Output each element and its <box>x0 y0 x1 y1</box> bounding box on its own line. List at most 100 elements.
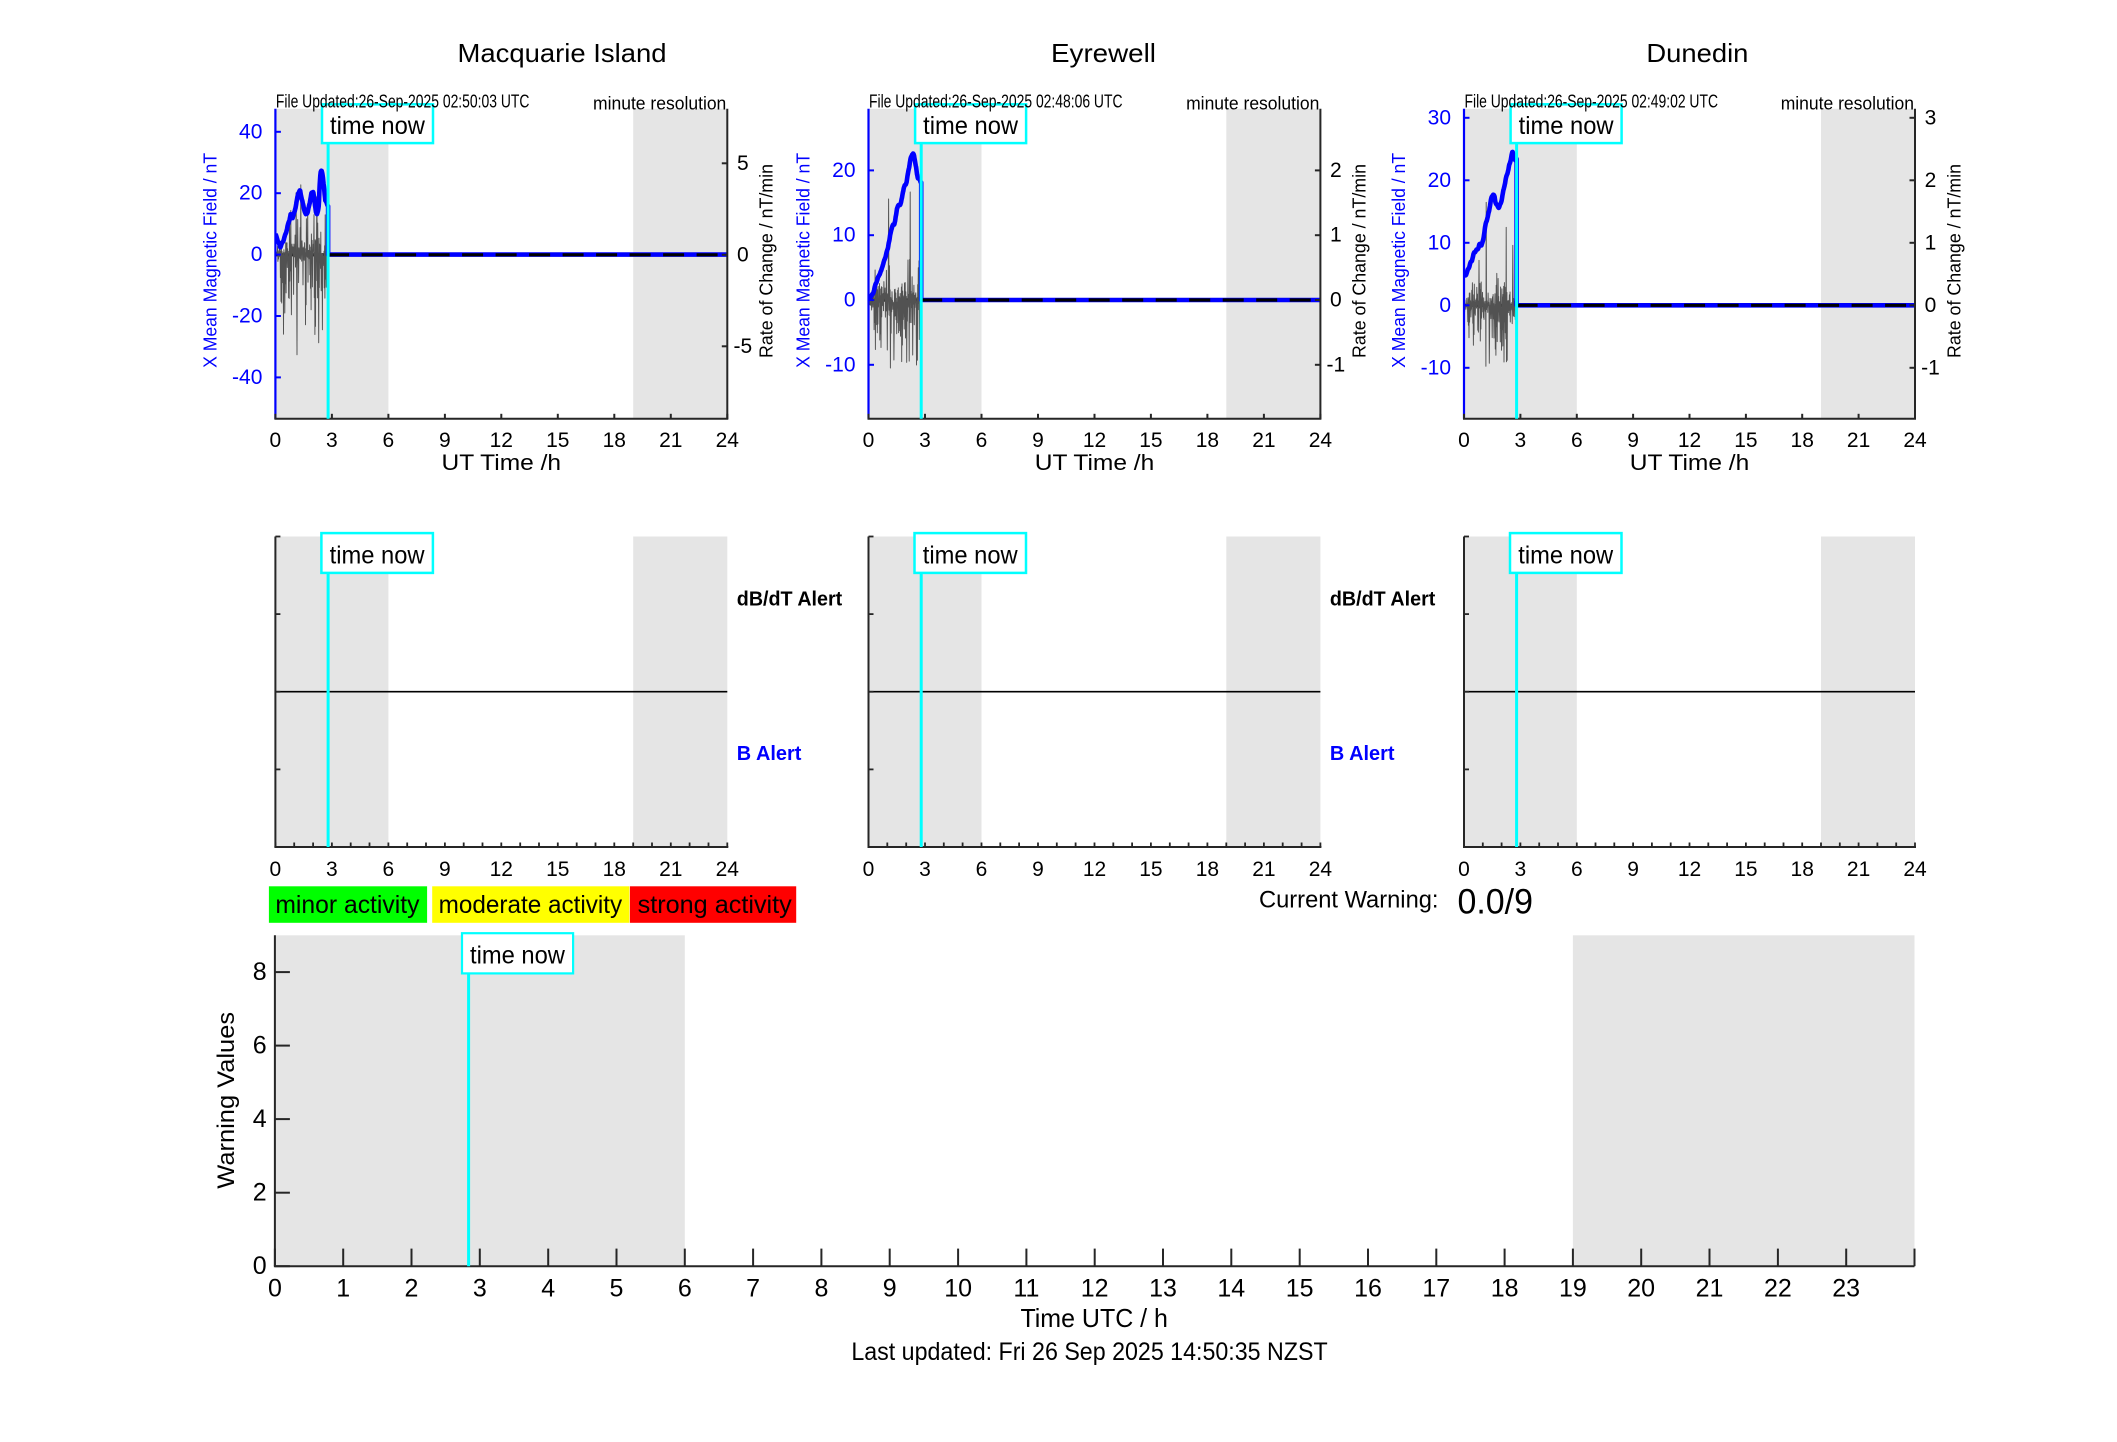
svg-text:X Mean Magnetic Field / nT: X Mean Magnetic Field / nT <box>794 153 814 368</box>
svg-text:4: 4 <box>541 1275 555 1303</box>
svg-text:21: 21 <box>1696 1275 1724 1303</box>
svg-text:21: 21 <box>659 429 682 452</box>
svg-text:minor activity: minor activity <box>275 891 420 919</box>
svg-text:18: 18 <box>1791 858 1814 881</box>
svg-text:3: 3 <box>1515 858 1527 881</box>
svg-text:time now: time now <box>1519 112 1615 140</box>
svg-text:3: 3 <box>326 429 338 452</box>
svg-text:dB/dT Alert: dB/dT Alert <box>737 588 843 610</box>
svg-text:15: 15 <box>546 858 569 881</box>
svg-text:15: 15 <box>1734 858 1757 881</box>
svg-text:8: 8 <box>814 1275 828 1303</box>
svg-text:File Updated:26-Sep-2025 02:49: File Updated:26-Sep-2025 02:49:02 UTC <box>1465 92 1719 112</box>
svg-text:0: 0 <box>737 243 749 266</box>
svg-text:-20: -20 <box>232 305 262 328</box>
svg-text:12: 12 <box>1678 858 1701 881</box>
svg-text:Rate of Change / nT/min: Rate of Change / nT/min <box>757 164 777 358</box>
svg-text:time now: time now <box>470 942 566 970</box>
svg-text:24: 24 <box>716 858 740 881</box>
svg-text:15: 15 <box>1139 429 1162 452</box>
svg-text:time now: time now <box>923 112 1019 140</box>
svg-text:Eyrewell: Eyrewell <box>1051 38 1156 68</box>
svg-text:1: 1 <box>1330 224 1342 247</box>
svg-text:X Mean Magnetic Field / nT: X Mean Magnetic Field / nT <box>201 153 221 368</box>
svg-text:-40: -40 <box>232 366 262 389</box>
svg-text:10: 10 <box>944 1275 972 1303</box>
svg-text:30: 30 <box>1428 106 1451 129</box>
svg-text:Rate of Change / nT/min: Rate of Change / nT/min <box>1350 164 1370 358</box>
svg-text:22: 22 <box>1764 1275 1792 1303</box>
svg-text:19: 19 <box>1559 1275 1587 1303</box>
svg-text:6: 6 <box>1571 858 1583 881</box>
svg-text:18: 18 <box>1791 429 1814 452</box>
svg-text:12: 12 <box>1083 858 1106 881</box>
svg-text:Last updated: Fri 26 Sep 2025: Last updated: Fri 26 Sep 2025 14:50:35 N… <box>851 1338 1327 1366</box>
svg-text:6: 6 <box>678 1275 692 1303</box>
svg-text:Rate of Change / nT/min: Rate of Change / nT/min <box>1944 164 1964 358</box>
svg-text:strong activity: strong activity <box>638 891 793 919</box>
svg-text:1: 1 <box>336 1275 350 1303</box>
svg-text:6: 6 <box>976 858 988 881</box>
svg-text:4: 4 <box>253 1105 267 1133</box>
svg-text:20: 20 <box>832 159 855 182</box>
svg-text:10: 10 <box>832 224 855 247</box>
svg-text:21: 21 <box>1847 858 1870 881</box>
svg-text:1: 1 <box>1925 231 1937 254</box>
svg-text:3: 3 <box>473 1275 487 1303</box>
svg-text:Macquarie Island: Macquarie Island <box>458 38 667 68</box>
svg-text:12: 12 <box>490 429 513 452</box>
svg-text:9: 9 <box>883 1275 897 1303</box>
svg-text:UT Time /h: UT Time /h <box>442 450 562 475</box>
svg-text:3: 3 <box>919 858 931 881</box>
svg-text:15: 15 <box>546 429 569 452</box>
svg-text:21: 21 <box>1252 429 1275 452</box>
svg-text:20: 20 <box>239 182 262 205</box>
svg-text:UT Time /h: UT Time /h <box>1035 450 1155 475</box>
svg-text:9: 9 <box>439 429 451 452</box>
svg-text:12: 12 <box>1678 429 1701 452</box>
svg-text:time now: time now <box>1518 542 1614 570</box>
svg-text:12: 12 <box>1083 429 1106 452</box>
svg-text:dB/dT Alert: dB/dT Alert <box>1330 588 1436 610</box>
svg-text:minute resolution: minute resolution <box>593 93 726 113</box>
svg-text:0: 0 <box>251 243 263 266</box>
svg-text:Warning Values: Warning Values <box>213 1012 240 1189</box>
svg-text:File Updated:26-Sep-2025 02:50: File Updated:26-Sep-2025 02:50:03 UTC <box>276 92 530 112</box>
svg-text:0: 0 <box>1925 294 1937 317</box>
svg-text:15: 15 <box>1139 858 1162 881</box>
svg-text:6: 6 <box>383 429 395 452</box>
svg-text:3: 3 <box>1925 106 1937 129</box>
svg-text:24: 24 <box>1309 429 1333 452</box>
svg-text:3: 3 <box>919 429 931 452</box>
svg-text:0: 0 <box>253 1252 267 1280</box>
svg-text:12: 12 <box>490 858 513 881</box>
svg-text:0: 0 <box>844 289 856 312</box>
svg-text:2: 2 <box>1330 159 1342 182</box>
svg-text:minute resolution: minute resolution <box>1781 93 1914 113</box>
svg-text:File Updated:26-Sep-2025 02:48: File Updated:26-Sep-2025 02:48:06 UTC <box>869 92 1123 112</box>
svg-text:B Alert: B Alert <box>737 743 802 765</box>
svg-text:24: 24 <box>716 429 740 452</box>
svg-text:18: 18 <box>603 858 626 881</box>
svg-text:-5: -5 <box>733 335 752 358</box>
svg-text:-1: -1 <box>1327 353 1346 376</box>
svg-text:21: 21 <box>1847 429 1870 452</box>
svg-text:0: 0 <box>1439 294 1451 317</box>
svg-text:time now: time now <box>923 542 1019 570</box>
svg-text:X Mean Magnetic Field / nT: X Mean Magnetic Field / nT <box>1389 153 1409 368</box>
svg-text:2: 2 <box>405 1275 419 1303</box>
svg-text:6: 6 <box>1571 429 1583 452</box>
svg-text:9: 9 <box>1627 429 1639 452</box>
svg-text:15: 15 <box>1286 1275 1314 1303</box>
svg-text:UT Time /h: UT Time /h <box>1630 450 1750 475</box>
svg-text:18: 18 <box>1196 429 1219 452</box>
svg-text:18: 18 <box>1196 858 1219 881</box>
svg-text:18: 18 <box>1491 1275 1519 1303</box>
svg-text:-10: -10 <box>825 353 855 376</box>
svg-text:5: 5 <box>737 152 749 175</box>
svg-text:0: 0 <box>1458 858 1470 881</box>
svg-text:2: 2 <box>253 1179 267 1207</box>
svg-text:B Alert: B Alert <box>1330 743 1395 765</box>
svg-text:3: 3 <box>1515 429 1527 452</box>
svg-text:6: 6 <box>383 858 395 881</box>
